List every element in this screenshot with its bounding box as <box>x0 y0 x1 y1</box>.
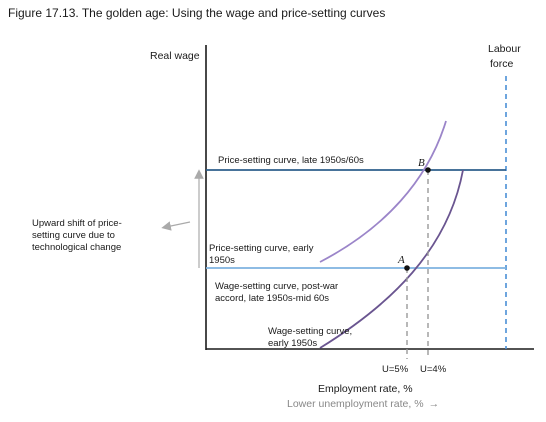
wage-setting-post-war-curve <box>319 120 447 263</box>
wage-setting-early-curve <box>319 169 464 349</box>
x-axis-label: Employment rate, % <box>318 383 413 395</box>
price-setting-late-label: Price-setting curve, late 1950s/60s <box>218 155 364 166</box>
wage-setting-early-label-2: early 1950s <box>268 338 317 349</box>
labour-force-label-1: Labour <box>488 43 521 55</box>
wage-setting-post-war-label-1: Wage-setting curve, post-war <box>215 281 338 292</box>
figure-title: Figure 17.13. The golden age: Using the … <box>8 6 385 20</box>
unemployment-5-label: U=5% <box>382 364 409 375</box>
annotation-line-1: Upward shift of price- <box>32 218 122 229</box>
point-a-label: A <box>397 254 405 266</box>
point-a <box>404 265 410 271</box>
point-b-label: B <box>418 157 425 169</box>
annotation-pointer <box>161 221 191 231</box>
point-b <box>425 167 431 173</box>
x-axis-sublabel: Lower unemployment rate, % → <box>287 398 439 410</box>
wage-setting-early-label-1: Wage-setting curve, <box>268 326 352 337</box>
price-setting-early-label-2: 1950s <box>209 255 235 266</box>
right-arrow-icon: → <box>429 398 440 410</box>
annotation-line-2: setting curve due to <box>32 230 115 241</box>
unemployment-4-label: U=4% <box>420 364 447 375</box>
annotation-line-3: technological change <box>32 242 121 253</box>
labour-force-label-2: force <box>490 58 514 70</box>
price-setting-early-label-1: Price-setting curve, early <box>209 243 314 254</box>
wage-setting-post-war-label-2: accord, late 1950s-mid 60s <box>215 293 329 304</box>
y-axis-label: Real wage <box>150 50 200 62</box>
x-axis-sublabel-text: Lower unemployment rate, % <box>287 398 424 410</box>
